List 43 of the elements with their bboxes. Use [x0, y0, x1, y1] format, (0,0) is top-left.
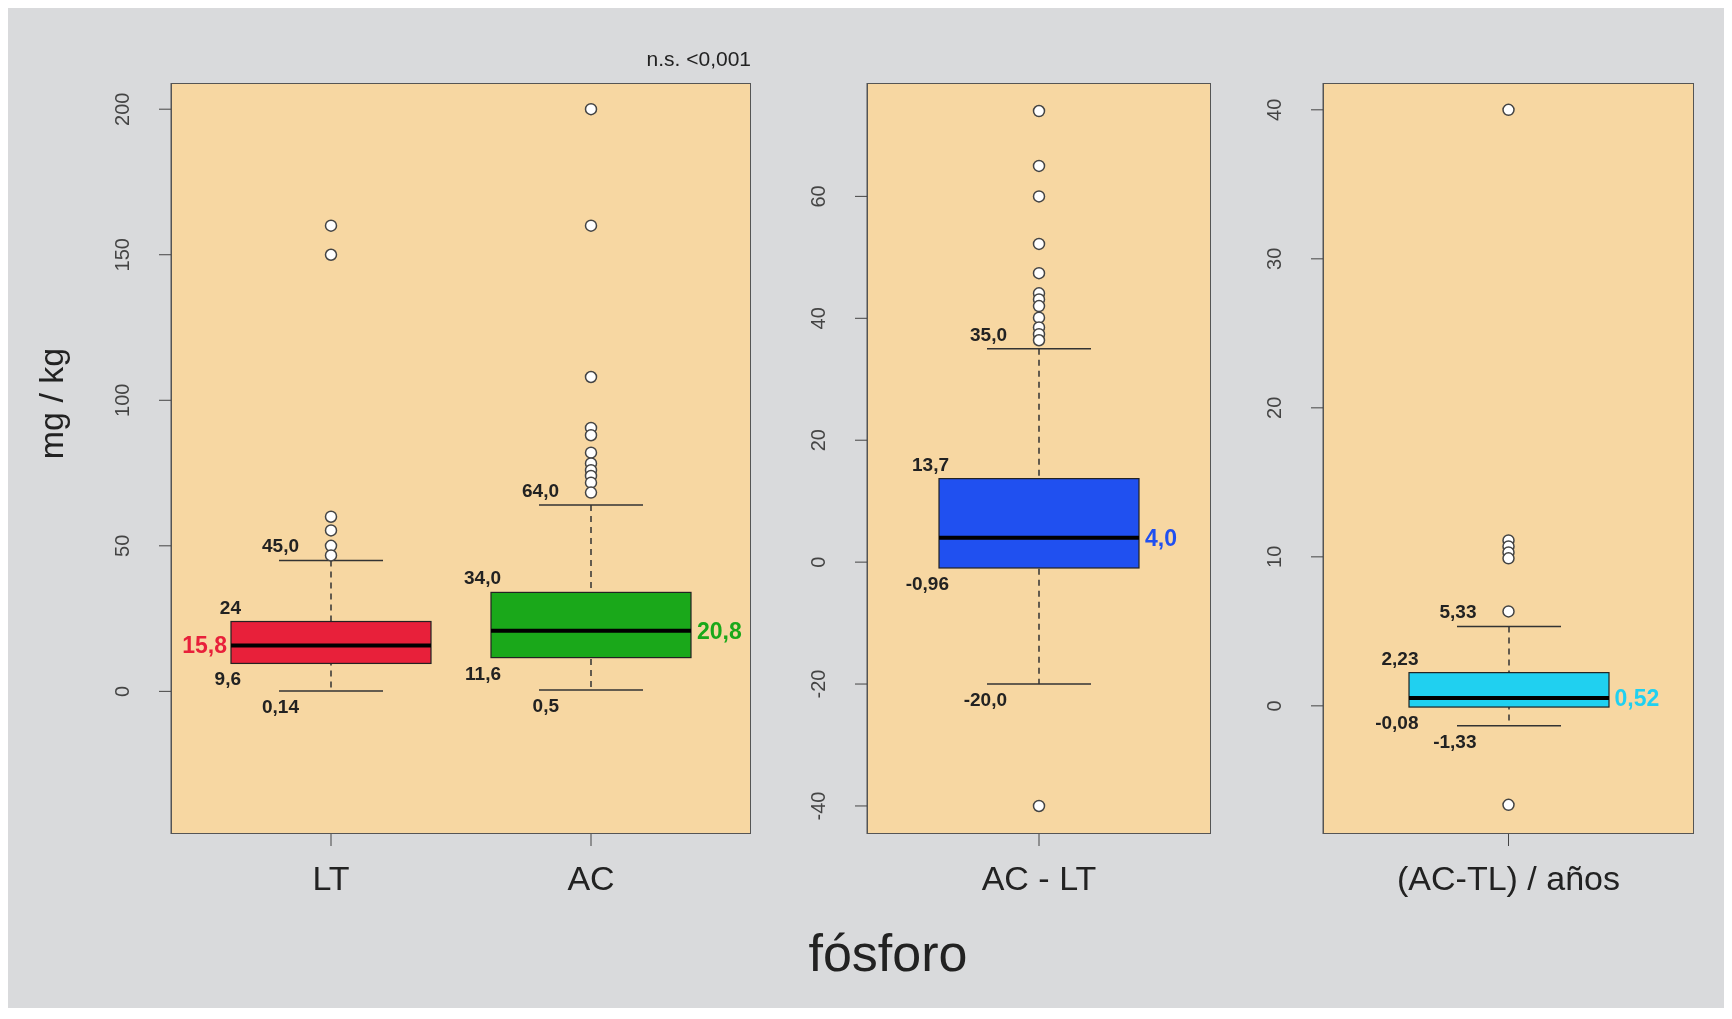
annotation: -20,0 [963, 689, 1007, 711]
annotation: 0,14 [262, 695, 300, 717]
annotation: 15,8 [182, 632, 228, 659]
annotation: 20,8 [697, 617, 742, 644]
annotation: 13,7 [912, 453, 949, 475]
y-tick-label: 10 [1263, 545, 1285, 568]
annotation: 9,6 [214, 668, 241, 690]
x-tick-label: AC [567, 859, 615, 898]
y-tick-label: 200 [111, 92, 133, 126]
x-axis-title: fósforo [807, 923, 969, 983]
annotation: 45,0 [262, 535, 299, 557]
y-tick-label: 20 [807, 429, 829, 452]
annotation: 5,33 [1439, 601, 1477, 623]
y-tick-label: 40 [1263, 98, 1285, 121]
annotation: 34,0 [464, 567, 501, 589]
annotation: 2,23 [1381, 647, 1419, 669]
annotation: 24 [219, 596, 242, 618]
text: 4,0 [1145, 524, 1177, 551]
y-tick-label: 150 [111, 238, 133, 272]
annotation: 64,0 [522, 480, 559, 502]
y-tick-label: 30 [1263, 247, 1285, 270]
y-tick-label: 50 [111, 534, 133, 557]
annotation: 0,5 [532, 694, 560, 716]
y-tick-label: 40 [807, 307, 829, 330]
y-tick-label: 60 [807, 185, 829, 208]
x-tick-label: AC - LT [981, 859, 1097, 898]
y-tick-label: -20 [807, 669, 829, 699]
annotation: -0,96 [905, 572, 949, 594]
annotation: -0,08 [1375, 712, 1419, 734]
y-axis-title: mg / kg [32, 347, 72, 459]
y-tick-label: 100 [111, 383, 133, 417]
y-tick-label: 0 [1263, 700, 1285, 712]
y-tick-label: 0 [111, 685, 133, 697]
y-tick-label: 0 [807, 556, 829, 568]
annotation: 11,6 [465, 662, 501, 684]
annotation: -1,33 [1433, 730, 1477, 752]
x-tick-label: LT [312, 859, 350, 898]
y-tick-label: 20 [1263, 396, 1285, 419]
text: 0,52 [1614, 685, 1660, 712]
annotation: 35,0 [970, 323, 1007, 345]
x-tick-label: (AC-TL) / años [1397, 859, 1620, 898]
text: n.s. <0,001 [646, 47, 751, 71]
y-tick-label: -40 [807, 791, 829, 821]
